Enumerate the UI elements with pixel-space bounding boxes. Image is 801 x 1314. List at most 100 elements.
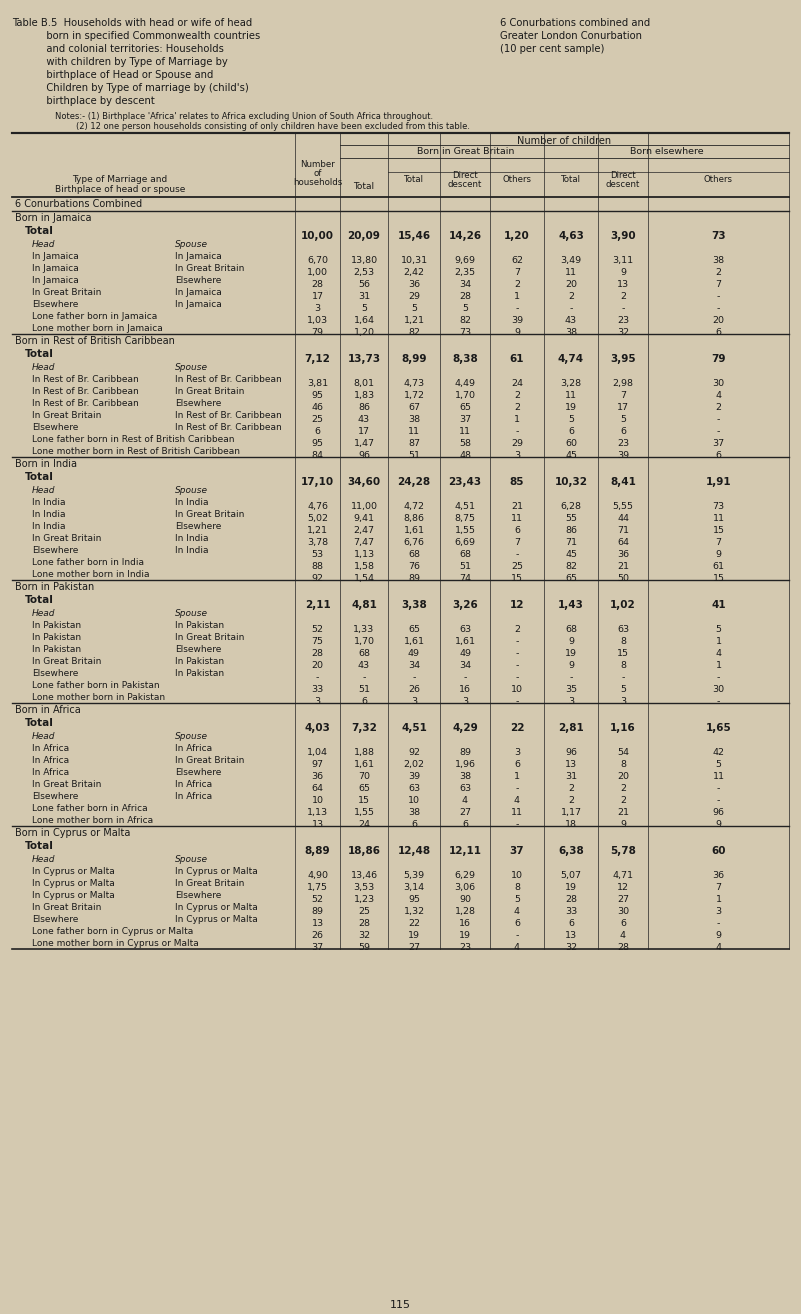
Text: 25: 25	[312, 415, 324, 424]
Text: 3: 3	[411, 696, 417, 706]
Text: 84: 84	[312, 451, 324, 460]
Text: 82: 82	[408, 328, 420, 336]
Text: 39: 39	[617, 451, 629, 460]
Text: 20: 20	[565, 280, 577, 289]
Text: 45: 45	[565, 451, 577, 460]
Text: 53: 53	[312, 551, 324, 558]
Text: 51: 51	[459, 562, 471, 572]
Text: 3,28: 3,28	[561, 378, 582, 388]
Text: Elsewhere: Elsewhere	[32, 915, 78, 924]
Text: 32: 32	[617, 328, 629, 336]
Text: 46: 46	[312, 403, 324, 413]
Text: 22: 22	[408, 918, 420, 928]
Text: Others: Others	[502, 175, 532, 184]
Text: 8,99: 8,99	[401, 353, 427, 364]
Text: -: -	[622, 304, 625, 313]
Text: 1,13: 1,13	[353, 551, 375, 558]
Text: Lone mother born in Pakistan: Lone mother born in Pakistan	[32, 692, 165, 702]
Text: 1: 1	[715, 637, 722, 646]
Text: 55: 55	[565, 514, 577, 523]
Text: In Cyprus or Malta: In Cyprus or Malta	[32, 879, 115, 888]
Text: -: -	[515, 637, 519, 646]
Text: 5: 5	[462, 304, 468, 313]
Text: 26: 26	[312, 932, 324, 940]
Text: 68: 68	[565, 625, 577, 633]
Text: 10: 10	[408, 796, 420, 805]
Text: 33: 33	[565, 907, 578, 916]
Text: 15: 15	[713, 526, 724, 535]
Text: 2,81: 2,81	[558, 723, 584, 733]
Text: 37: 37	[712, 439, 725, 448]
Text: 4,71: 4,71	[613, 871, 634, 880]
Text: 13,73: 13,73	[348, 353, 380, 364]
Text: 4: 4	[620, 932, 626, 940]
Text: 1,02: 1,02	[610, 600, 636, 610]
Text: 4: 4	[514, 907, 520, 916]
Text: In Rest of Br. Caribbean: In Rest of Br. Caribbean	[175, 374, 282, 384]
Text: Spouse: Spouse	[175, 486, 208, 495]
Text: 26: 26	[408, 685, 420, 694]
Text: 4: 4	[514, 943, 520, 953]
Text: 16: 16	[459, 685, 471, 694]
Text: -: -	[515, 784, 519, 794]
Text: 15: 15	[358, 796, 370, 805]
Text: 63: 63	[459, 625, 471, 633]
Text: Spouse: Spouse	[175, 363, 208, 372]
Text: 4: 4	[715, 943, 722, 953]
Text: 3,49: 3,49	[561, 256, 582, 265]
Text: 10: 10	[511, 871, 523, 880]
Text: 36: 36	[712, 871, 725, 880]
Text: Head: Head	[32, 240, 55, 248]
Text: 2: 2	[514, 625, 520, 633]
Text: 5,39: 5,39	[404, 871, 425, 880]
Text: Born in Rest of British Caribbean: Born in Rest of British Caribbean	[15, 336, 175, 346]
Text: 2,53: 2,53	[353, 268, 375, 277]
Text: 8: 8	[620, 661, 626, 670]
Text: 34: 34	[459, 661, 471, 670]
Text: 49: 49	[408, 649, 420, 658]
Text: 12,48: 12,48	[397, 846, 431, 855]
Text: 18: 18	[565, 820, 577, 829]
Text: 1,70: 1,70	[353, 637, 375, 646]
Text: In Pakistan: In Pakistan	[32, 622, 81, 629]
Text: Elsewhere: Elsewhere	[175, 891, 221, 900]
Text: 31: 31	[565, 773, 577, 781]
Text: 96: 96	[713, 808, 724, 817]
Text: 3,90: 3,90	[610, 231, 636, 240]
Text: 28: 28	[358, 918, 370, 928]
Text: 6 Conurbations Combined: 6 Conurbations Combined	[15, 198, 142, 209]
Text: 73: 73	[459, 328, 471, 336]
Text: with children by Type of Marriage by: with children by Type of Marriage by	[12, 57, 227, 67]
Text: -: -	[622, 673, 625, 682]
Text: 14,26: 14,26	[449, 231, 481, 240]
Text: 86: 86	[358, 403, 370, 413]
Text: 88: 88	[312, 562, 324, 572]
Text: 21: 21	[617, 808, 629, 817]
Text: 1,83: 1,83	[353, 392, 375, 399]
Text: 62: 62	[511, 256, 523, 265]
Text: Born in Jamaica: Born in Jamaica	[15, 213, 91, 223]
Text: Total: Total	[25, 841, 54, 851]
Text: 17: 17	[617, 403, 629, 413]
Text: In Great Britain: In Great Britain	[175, 510, 244, 519]
Text: 1,91: 1,91	[706, 477, 731, 487]
Text: 5,55: 5,55	[613, 502, 634, 511]
Text: 1,04: 1,04	[307, 748, 328, 757]
Text: 3: 3	[462, 696, 468, 706]
Text: 96: 96	[358, 451, 370, 460]
Text: 61: 61	[713, 562, 724, 572]
Text: Birthplace of head or spouse: Birthplace of head or spouse	[54, 185, 185, 194]
Text: Born in Great Britain: Born in Great Britain	[417, 147, 515, 156]
Text: Notes:- (1) Birthplace 'Africa' relates to Africa excluding Union of South Afric: Notes:- (1) Birthplace 'Africa' relates …	[55, 112, 433, 121]
Text: Lone mother born in Jamaica: Lone mother born in Jamaica	[32, 325, 163, 332]
Text: 3,14: 3,14	[404, 883, 425, 892]
Text: 1: 1	[514, 292, 520, 301]
Text: 68: 68	[408, 551, 420, 558]
Text: 56: 56	[358, 280, 370, 289]
Text: 43: 43	[358, 661, 370, 670]
Text: 5: 5	[514, 895, 520, 904]
Text: 5: 5	[620, 685, 626, 694]
Text: 2,98: 2,98	[613, 378, 634, 388]
Text: Head: Head	[32, 608, 55, 618]
Text: (2) 12 one person households consisting of only children have been excluded from: (2) 12 one person households consisting …	[55, 122, 470, 131]
